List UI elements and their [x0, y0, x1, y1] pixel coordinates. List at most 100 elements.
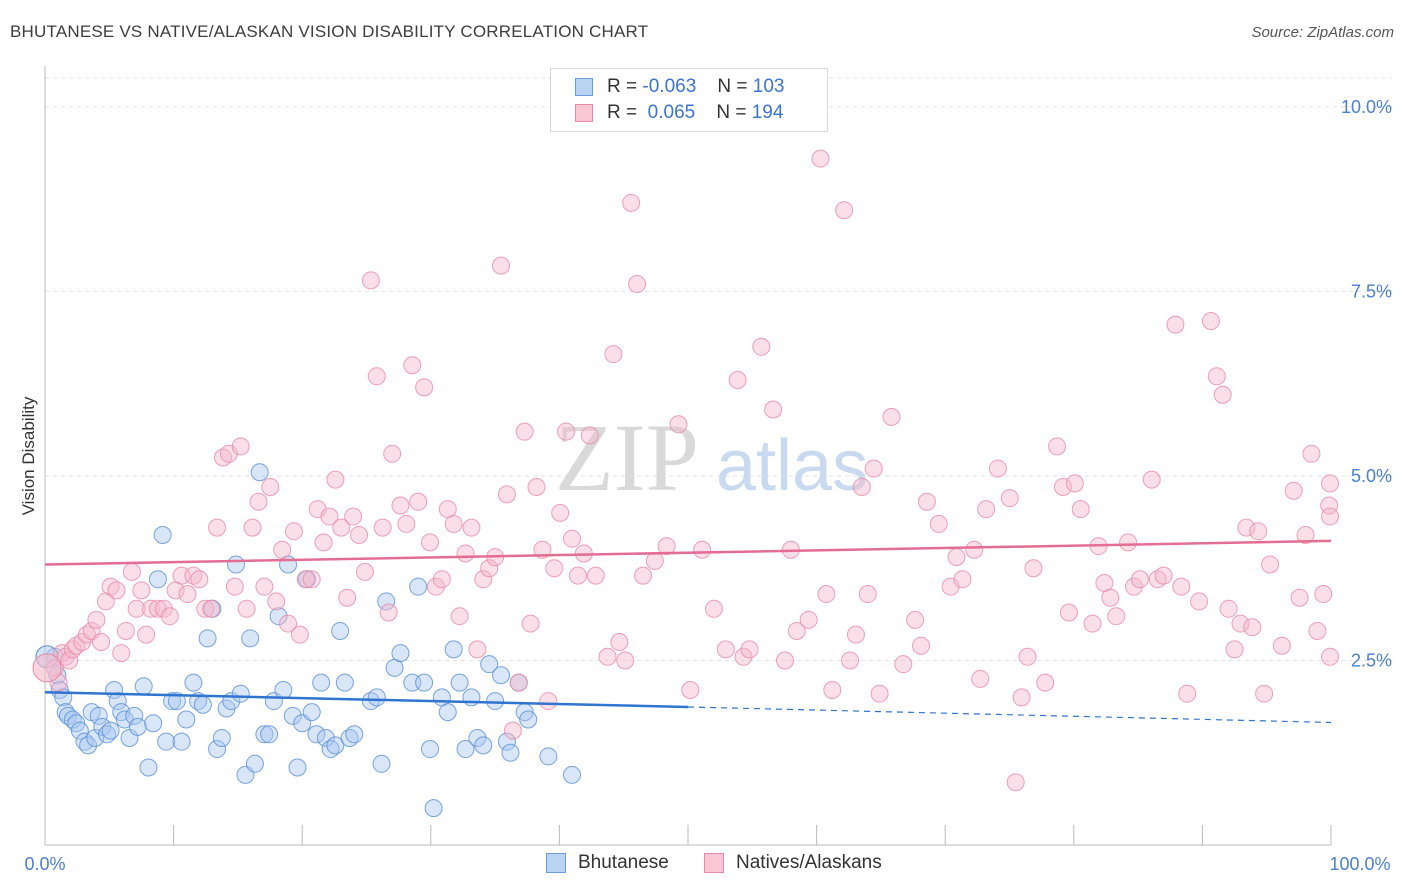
natives-point — [551, 503, 570, 522]
bhutanese-point — [79, 736, 98, 755]
natives-point — [444, 514, 463, 533]
bhutanese-point — [208, 740, 227, 759]
natives-point — [545, 559, 564, 578]
natives-point — [355, 562, 374, 581]
natives-point — [1006, 773, 1025, 792]
natives-point — [290, 625, 309, 644]
bhutanese-point — [326, 736, 345, 755]
bhutanese-point — [260, 725, 279, 744]
trend-lines — [44, 539, 1332, 724]
x-tick-label-max: 100.0% — [1329, 854, 1390, 874]
natives-point — [1243, 618, 1262, 637]
bhutanese-point — [63, 710, 82, 729]
bhutanese-point — [226, 555, 245, 574]
natives-point — [704, 599, 723, 618]
bhutanese-point — [456, 740, 475, 759]
natives-point — [539, 692, 558, 711]
series-legend: Bhutanese Natives/Alaskans — [0, 852, 1406, 878]
natives-point — [403, 356, 422, 375]
chart-title: BHUTANESE VS NATIVE/ALASKAN VISION DISAB… — [10, 22, 649, 41]
natives-point — [817, 585, 836, 604]
legend-n-label: N = — [716, 102, 747, 123]
natives-point — [1272, 636, 1291, 655]
natives-point — [92, 633, 111, 652]
bhutanese-point — [89, 706, 108, 725]
natives-point — [906, 610, 925, 629]
natives-point — [255, 577, 274, 596]
natives-point — [1101, 588, 1120, 607]
natives-point — [1012, 688, 1031, 707]
natives-point — [858, 585, 877, 604]
natives-point — [383, 444, 402, 463]
natives-point — [96, 592, 115, 611]
natives-point — [1237, 518, 1256, 537]
natives-point — [929, 514, 948, 533]
natives-point — [628, 275, 647, 294]
natives-point — [1213, 385, 1232, 404]
natives-point — [267, 592, 286, 611]
natives-point — [533, 540, 552, 559]
natives-point — [361, 271, 380, 290]
natives-point — [237, 599, 256, 618]
watermark-atlas: atlas — [716, 426, 868, 506]
natives-point — [1166, 315, 1185, 334]
bhutanese-point — [167, 692, 186, 711]
natives-point — [326, 470, 345, 489]
natives-point — [586, 566, 605, 585]
natives-point — [409, 492, 428, 511]
legend-r-value: 0.065 — [642, 102, 696, 123]
natives-point — [53, 644, 72, 663]
natives-point-large — [32, 653, 62, 683]
natives-point — [1255, 684, 1274, 703]
bhutanese-point — [134, 677, 153, 696]
natives-point — [716, 640, 735, 659]
bhutanese-point — [563, 765, 582, 784]
natives-point — [60, 651, 79, 670]
bhutanese-point — [345, 725, 364, 744]
bhutanese-point — [125, 706, 144, 725]
natives-point — [1000, 489, 1019, 508]
bhutanese-point — [163, 692, 182, 711]
natives-point — [1024, 559, 1043, 578]
natives-point — [728, 371, 747, 389]
natives-point — [568, 566, 587, 585]
natives-point — [864, 459, 883, 478]
natives-point — [397, 514, 416, 533]
natives-point — [231, 437, 250, 456]
natives-point — [557, 422, 576, 441]
natives-point — [160, 607, 179, 626]
legend-row-natives: R = 0.065 N = 194 — [575, 101, 783, 125]
bhutanese-point — [372, 754, 391, 773]
legend-swatch-blue — [546, 853, 566, 873]
natives-point — [373, 518, 392, 537]
natives-point — [116, 621, 135, 640]
natives-point — [764, 400, 783, 419]
bhutanese-point — [212, 728, 231, 747]
bhutanese-point — [377, 592, 396, 611]
natives-point — [202, 599, 221, 618]
natives-point — [225, 577, 244, 596]
legend-swatch-blue — [575, 78, 593, 96]
natives-point — [823, 681, 842, 699]
natives-point — [1201, 311, 1220, 330]
axes-layer — [44, 66, 1332, 846]
natives-point — [1065, 474, 1084, 493]
natives-point — [503, 721, 522, 740]
natives-point — [243, 518, 262, 537]
natives-point — [787, 621, 806, 640]
bhutanese-point — [108, 692, 127, 711]
natives-point — [480, 559, 499, 578]
natives-point — [947, 548, 966, 567]
natives-point — [196, 599, 215, 618]
natives-point — [302, 570, 321, 589]
watermark: ZIP atlas — [555, 404, 868, 511]
natives-point — [1261, 555, 1280, 574]
natives-point — [1018, 647, 1037, 666]
natives-point — [178, 585, 197, 604]
natives-point — [1142, 470, 1161, 489]
y-tick-label: 10.0% — [1341, 97, 1392, 117]
natives-point — [497, 485, 516, 504]
bhutanese-point — [539, 747, 558, 766]
bhutanese-point — [128, 717, 147, 736]
natives-point — [350, 526, 369, 544]
